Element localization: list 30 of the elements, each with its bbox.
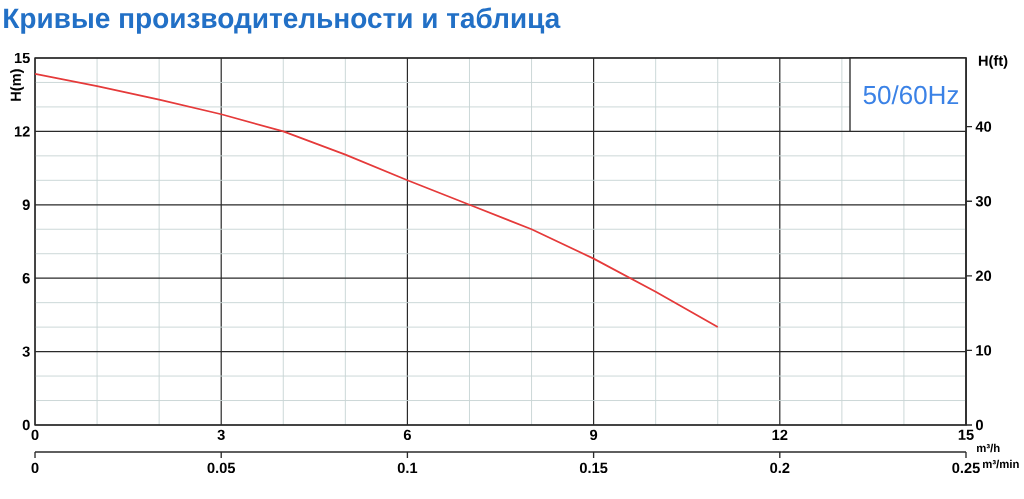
x-tick-label: 9 bbox=[590, 429, 598, 441]
x-tick-label: 6 bbox=[403, 429, 411, 441]
y-axis-title: H(m) bbox=[10, 69, 24, 101]
x-tick-label: 3 bbox=[217, 429, 225, 441]
x2-tick-label: 0.1 bbox=[397, 462, 418, 474]
x-tick-label: 12 bbox=[772, 429, 788, 440]
y-tick-label: 3 bbox=[22, 346, 30, 357]
x-axis-title: m³/h bbox=[977, 443, 1000, 453]
x2-tick-label: 0 bbox=[31, 462, 39, 474]
y2-tick-label: 0 bbox=[975, 419, 983, 431]
y-tick-label: 15 bbox=[14, 52, 30, 64]
y2-tick-label: 20 bbox=[975, 270, 992, 281]
y-tick-label: 0 bbox=[22, 419, 30, 431]
chart-title: Кривые производительности и таблица bbox=[4, 7, 561, 34]
x-tick-label: 0 bbox=[31, 429, 39, 441]
x2-tick-label: 0.2 bbox=[770, 462, 790, 474]
x-tick-label: 15 bbox=[958, 429, 974, 440]
annotation: 50/60Hz bbox=[863, 85, 959, 105]
x2-tick-label: 0.25 bbox=[952, 462, 980, 474]
y-tick-label: 9 bbox=[22, 199, 30, 210]
y-tick-label: 12 bbox=[14, 126, 30, 137]
x2-axis-title: m³/min bbox=[983, 459, 1019, 469]
x2-tick-label: 0.05 bbox=[207, 462, 236, 474]
line-series bbox=[35, 73, 719, 328]
y2-tick-label: 10 bbox=[976, 345, 992, 356]
y2-tick-label: 40 bbox=[975, 121, 992, 132]
x2-tick-label: 0.15 bbox=[579, 462, 608, 474]
y2-axis-title: H(ft) bbox=[978, 55, 1008, 69]
y2-tick-label: 30 bbox=[975, 196, 992, 207]
y-tick-label: 6 bbox=[22, 273, 30, 284]
